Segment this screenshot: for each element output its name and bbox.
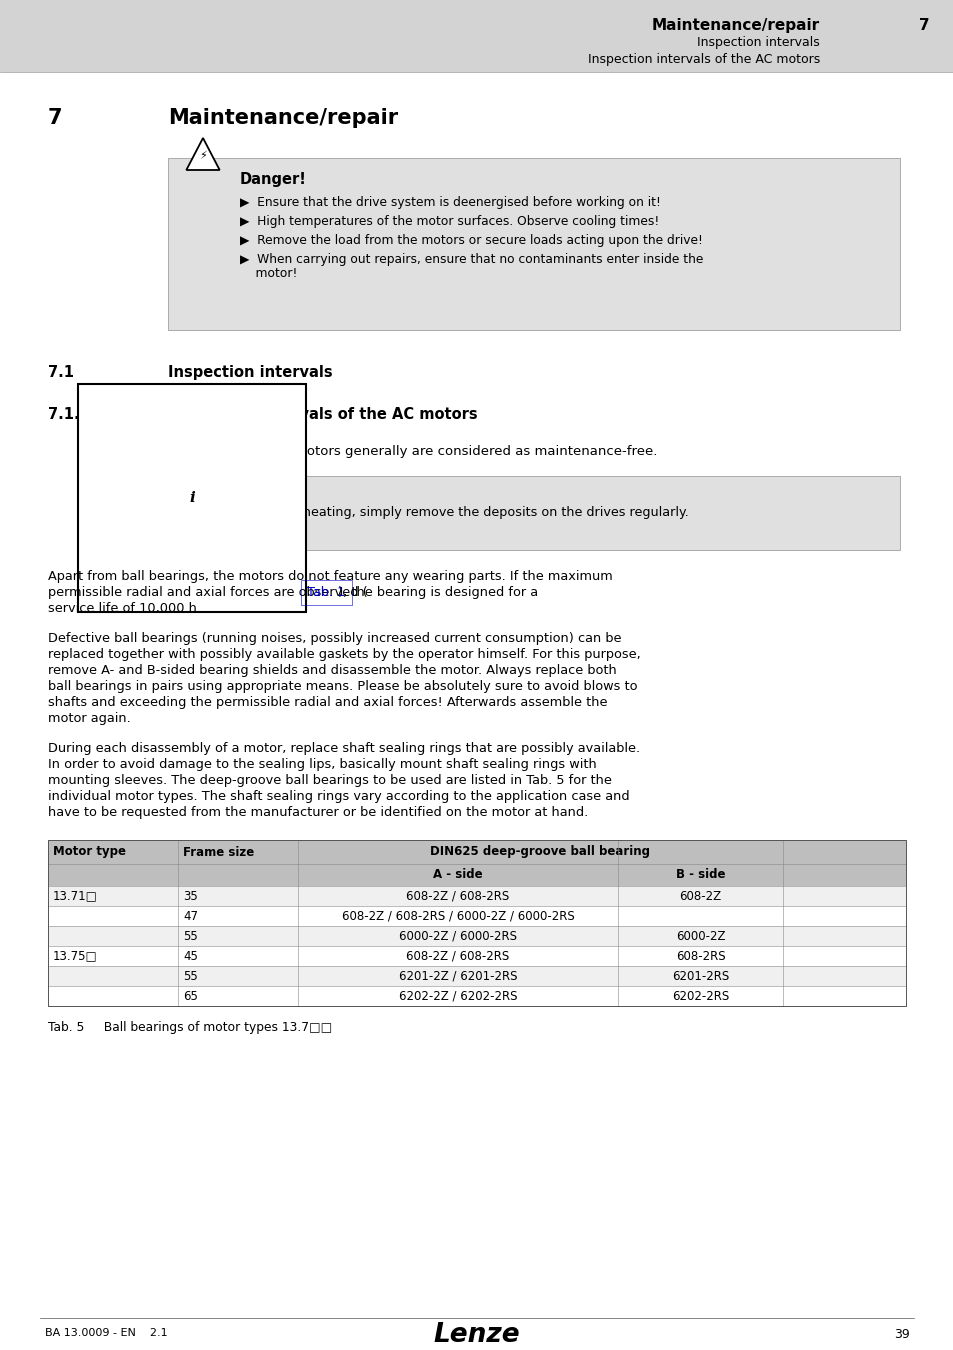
Text: In order to avoid damage to the sealing lips, basically mount shaft sealing ring: In order to avoid damage to the sealing … <box>48 757 597 771</box>
Text: The asynchronous motors generally are considered as maintenance-free.: The asynchronous motors generally are co… <box>168 446 657 458</box>
Text: 7: 7 <box>919 18 929 32</box>
Text: 7.1: 7.1 <box>48 364 74 379</box>
Text: 608-2Z / 608-2RS / 6000-2Z / 6000-2RS: 608-2Z / 608-2RS / 6000-2Z / 6000-2RS <box>341 910 574 922</box>
Text: 55: 55 <box>183 930 197 942</box>
FancyBboxPatch shape <box>48 946 905 967</box>
Text: Maintenance/repair: Maintenance/repair <box>651 18 820 32</box>
Text: 39: 39 <box>893 1328 909 1341</box>
Text: individual motor types. The shaft sealing rings vary according to the applicatio: individual motor types. The shaft sealin… <box>48 790 629 803</box>
Text: 7.1.1: 7.1.1 <box>48 406 90 423</box>
FancyBboxPatch shape <box>78 383 306 612</box>
Text: Motor type: Motor type <box>53 845 126 859</box>
Text: 608-2Z: 608-2Z <box>679 890 720 903</box>
Text: mounting sleeves. The deep-groove ball bearings to be used are listed in Tab. 5 : mounting sleeves. The deep-groove ball b… <box>48 774 611 787</box>
Text: Frame size: Frame size <box>183 845 254 859</box>
Text: ▶  Remove the load from the motors or secure loads acting upon the drive!: ▶ Remove the load from the motors or sec… <box>240 234 702 247</box>
Text: Note!: Note! <box>218 487 262 502</box>
Text: 13.75□: 13.75□ <box>53 949 97 963</box>
Text: 6201-2RS: 6201-2RS <box>671 969 728 983</box>
Text: Inspection intervals of the AC motors: Inspection intervals of the AC motors <box>168 406 477 423</box>
Text: ), the bearing is designed for a: ), the bearing is designed for a <box>337 586 537 599</box>
Text: DIN625 deep-groove ball bearing: DIN625 deep-groove ball bearing <box>430 845 650 859</box>
Text: Inspection intervals: Inspection intervals <box>697 36 820 49</box>
Text: Maintenance/repair: Maintenance/repair <box>168 108 397 128</box>
Text: 6201-2Z / 6201-2RS: 6201-2Z / 6201-2RS <box>398 969 517 983</box>
Text: To avoid overheating, simply remove the deposits on the drives regularly.: To avoid overheating, simply remove the … <box>218 506 688 518</box>
Text: i: i <box>189 491 194 505</box>
FancyBboxPatch shape <box>48 864 905 886</box>
Text: Lenze: Lenze <box>434 1322 519 1349</box>
Text: 45: 45 <box>183 949 197 963</box>
Text: ▶  Ensure that the drive system is deenergised before working on it!: ▶ Ensure that the drive system is deener… <box>240 196 660 209</box>
FancyBboxPatch shape <box>48 906 905 926</box>
Text: 65: 65 <box>183 990 197 1003</box>
Text: Inspection intervals: Inspection intervals <box>168 364 333 379</box>
Text: Inspection intervals of the AC motors: Inspection intervals of the AC motors <box>587 53 820 66</box>
Text: ball bearings in pairs using appropriate means. Please be absolutely sure to avo: ball bearings in pairs using appropriate… <box>48 680 637 693</box>
Text: Tab. 5     Ball bearings of motor types 13.7□□: Tab. 5 Ball bearings of motor types 13.7… <box>48 1021 332 1034</box>
Text: permissible radial and axial forces are observed (: permissible radial and axial forces are … <box>48 586 367 599</box>
Text: B - side: B - side <box>675 868 724 882</box>
Text: Defective ball bearings (running noises, possibly increased current consumption): Defective ball bearings (running noises,… <box>48 632 620 645</box>
Text: A - side: A - side <box>433 868 482 882</box>
Text: 6000-2Z: 6000-2Z <box>675 930 724 942</box>
Text: ▶  High temperatures of the motor surfaces. Observe cooling times!: ▶ High temperatures of the motor surface… <box>240 215 659 228</box>
Text: 55: 55 <box>183 969 197 983</box>
FancyBboxPatch shape <box>48 986 905 1006</box>
Text: motor!: motor! <box>240 267 297 279</box>
Text: 7: 7 <box>48 108 63 128</box>
Text: 47: 47 <box>183 910 198 922</box>
Text: ⚡: ⚡ <box>199 151 207 162</box>
Polygon shape <box>186 138 219 170</box>
Text: 6202-2RS: 6202-2RS <box>671 990 728 1003</box>
FancyBboxPatch shape <box>48 926 905 946</box>
FancyBboxPatch shape <box>48 840 905 864</box>
Text: service life of 10,000 h.: service life of 10,000 h. <box>48 602 201 616</box>
FancyBboxPatch shape <box>48 886 905 906</box>
Text: motor again.: motor again. <box>48 711 131 725</box>
Text: replaced together with possibly available gaskets by the operator himself. For t: replaced together with possibly availabl… <box>48 648 640 662</box>
Text: 35: 35 <box>183 890 197 903</box>
Text: BA 13.0009 - EN    2.1: BA 13.0009 - EN 2.1 <box>45 1328 168 1338</box>
Text: 608-2Z / 608-2RS: 608-2Z / 608-2RS <box>406 890 509 903</box>
Text: 6000-2Z / 6000-2RS: 6000-2Z / 6000-2RS <box>398 930 517 942</box>
Text: have to be requested from the manufacturer or be identified on the motor at hand: have to be requested from the manufactur… <box>48 806 588 819</box>
Text: Apart from ball bearings, the motors do not feature any wearing parts. If the ma: Apart from ball bearings, the motors do … <box>48 570 612 583</box>
FancyBboxPatch shape <box>168 158 899 329</box>
Text: ▶  When carrying out repairs, ensure that no contaminants enter inside the: ▶ When carrying out repairs, ensure that… <box>240 252 702 266</box>
Text: shafts and exceeding the permissible radial and axial forces! Afterwards assembl: shafts and exceeding the permissible rad… <box>48 697 607 709</box>
Text: During each disassembly of a motor, replace shaft sealing rings that are possibl: During each disassembly of a motor, repl… <box>48 743 639 755</box>
FancyBboxPatch shape <box>168 477 899 549</box>
Text: 608-2Z / 608-2RS: 608-2Z / 608-2RS <box>406 949 509 963</box>
Text: 13.71□: 13.71□ <box>53 890 97 903</box>
Text: Danger!: Danger! <box>240 171 307 188</box>
FancyBboxPatch shape <box>0 0 953 72</box>
Text: remove A- and B-sided bearing shields and disassemble the motor. Always replace : remove A- and B-sided bearing shields an… <box>48 664 616 676</box>
Text: Tab. 1: Tab. 1 <box>307 586 345 599</box>
Text: 6202-2Z / 6202-2RS: 6202-2Z / 6202-2RS <box>398 990 517 1003</box>
Text: 608-2RS: 608-2RS <box>675 949 724 963</box>
FancyBboxPatch shape <box>48 967 905 985</box>
